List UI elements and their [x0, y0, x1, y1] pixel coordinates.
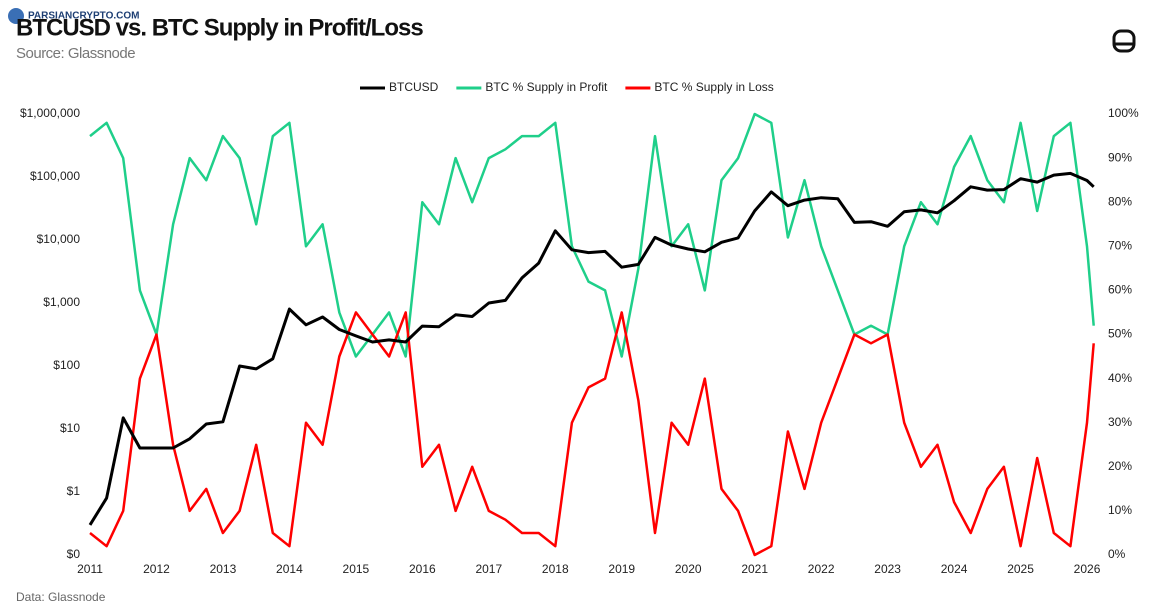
y2-tick-label: 10%	[1108, 503, 1132, 517]
series-line	[89, 311, 1095, 557]
series-line	[89, 112, 1095, 358]
y2-tick-label: 80%	[1108, 194, 1132, 208]
x-tick-label: 2022	[808, 562, 835, 576]
footnote: Data: Glassnode	[16, 590, 106, 604]
y2-tick-label: 70%	[1108, 238, 1132, 252]
x-tick-label: 2023	[874, 562, 901, 576]
y-tick-label: $1	[67, 484, 81, 498]
y2-tick-label: 40%	[1108, 371, 1132, 385]
y-tick-label: $100,000	[30, 169, 80, 183]
series-line	[88, 171, 1095, 526]
legend-label: BTCUSD	[389, 80, 439, 94]
y2-tick-label: 90%	[1108, 150, 1132, 164]
y2-tick-label: 50%	[1108, 327, 1132, 341]
y-tick-label: $10,000	[37, 232, 81, 246]
x-tick-label: 2017	[475, 562, 502, 576]
chart-title: BTCUSD vs. BTC Supply in Profit/Loss	[16, 14, 423, 41]
x-tick-label: 2026	[1074, 562, 1101, 576]
chart-subtitle: Source: Glassnode	[16, 45, 135, 62]
y-tick-label: $1,000	[43, 295, 80, 309]
x-tick-label: 2024	[941, 562, 968, 576]
y-tick-label: $10	[60, 421, 80, 435]
x-tick-label: 2021	[741, 562, 768, 576]
y2-tick-label: 60%	[1108, 283, 1132, 297]
y-tick-label: $100	[53, 358, 80, 372]
legend-label: BTC % Supply in Profit	[485, 80, 608, 94]
x-tick-label: 2012	[143, 562, 170, 576]
y-tick-label: $0	[67, 547, 81, 561]
watermark: PARSIANCRYPTO.COM	[28, 11, 140, 22]
y2-tick-label: 0%	[1108, 547, 1126, 561]
x-tick-label: 2020	[675, 562, 702, 576]
x-tick-label: 2019	[608, 562, 635, 576]
y2-tick-label: 30%	[1108, 415, 1132, 429]
watermark-icon	[8, 8, 24, 24]
y-tick-label: $1,000,000	[20, 106, 80, 120]
legend-label: BTC % Supply in Loss	[654, 80, 773, 94]
x-tick-label: 2025	[1007, 562, 1034, 576]
logo	[1112, 29, 1136, 53]
x-tick-label: 2011	[77, 562, 103, 576]
x-tick-label: 2018	[542, 562, 569, 576]
y2-tick-label: 20%	[1108, 459, 1132, 473]
y2-tick-label: 100%	[1108, 106, 1139, 120]
x-tick-label: 2013	[210, 562, 237, 576]
x-tick-label: 2015	[343, 562, 370, 576]
x-tick-label: 2016	[409, 562, 436, 576]
x-tick-label: 2014	[276, 562, 303, 576]
